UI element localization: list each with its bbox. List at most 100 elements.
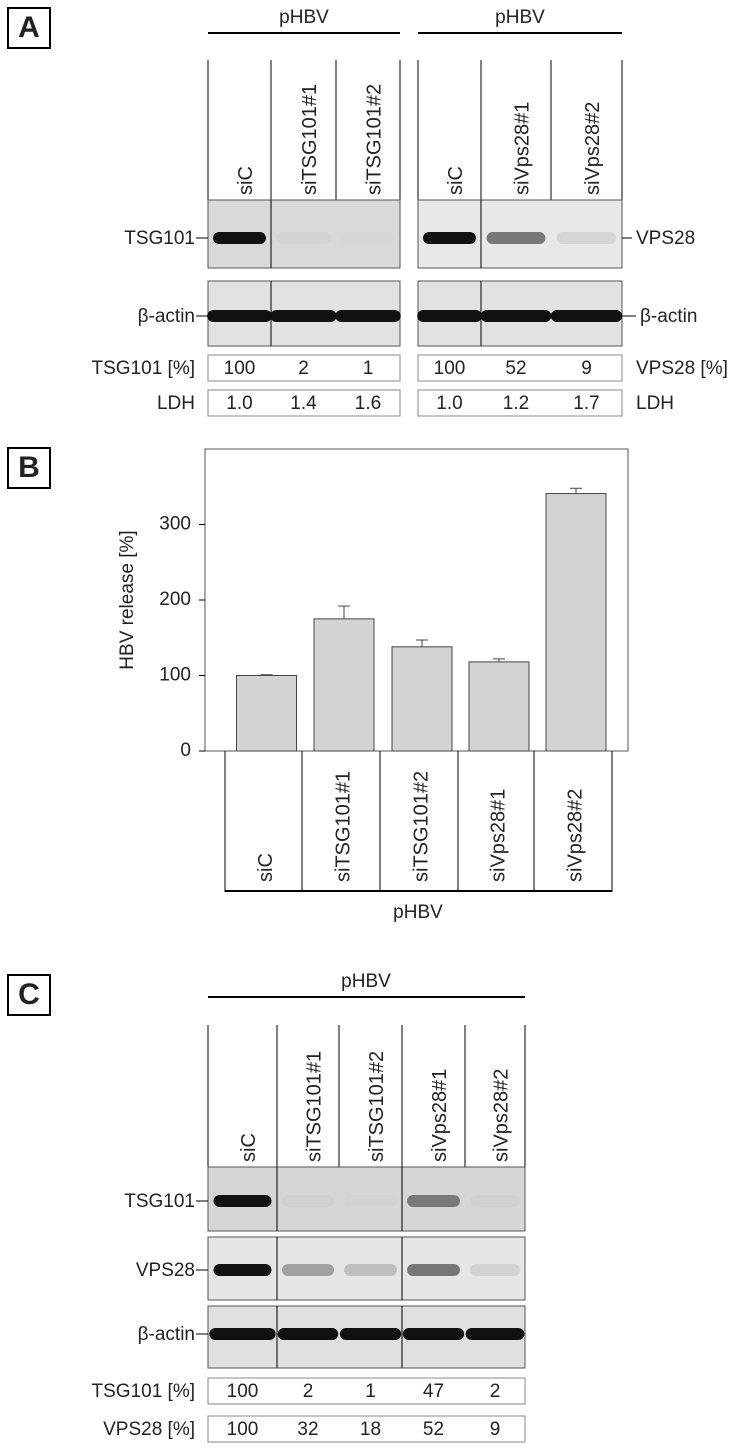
table-value: 1: [363, 358, 374, 379]
group-label: pHBV: [393, 902, 443, 923]
table-value: 32: [297, 1419, 318, 1440]
lane-label: siC: [445, 166, 467, 195]
band: [423, 232, 476, 244]
band: [282, 1195, 334, 1207]
lane-label: siTSG101#2: [366, 1051, 388, 1162]
band: [270, 310, 337, 322]
group-title: pHBV: [341, 971, 391, 992]
lane-label: siTSG101#2: [410, 771, 432, 882]
band: [344, 1264, 397, 1276]
band: [480, 310, 552, 322]
table-value: 2: [298, 358, 309, 379]
table-value: 2: [303, 1381, 314, 1402]
bar: [468, 661, 530, 752]
lane-label: siVps28#2: [564, 789, 586, 882]
band: [402, 1328, 465, 1340]
lane-label: siTSG101#2: [363, 84, 385, 195]
table-value: 1.4: [290, 393, 317, 414]
error-bar: [570, 487, 582, 494]
table-value: 1.0: [226, 393, 252, 414]
band: [339, 1328, 402, 1340]
lane-label: siC: [238, 1133, 260, 1162]
row-label: LDH: [636, 393, 674, 414]
table-value: 9: [581, 358, 592, 379]
y-axis-label: HBV release [%]: [117, 530, 138, 669]
table-row: [417, 354, 623, 382]
row-label: LDH: [157, 393, 195, 414]
blot-label: VPS28: [636, 228, 695, 249]
band: [417, 310, 482, 322]
row-label: TSG101 [%]: [92, 358, 196, 379]
error-bar: [338, 605, 350, 619]
lane-label: siTSG101#1: [303, 1051, 325, 1162]
table-value: 100: [227, 1381, 259, 1402]
row-label: VPS28 [%]: [103, 1419, 195, 1440]
panel-box: [7, 7, 51, 49]
table-row: [207, 1377, 526, 1405]
band: [335, 310, 401, 322]
band: [276, 232, 331, 244]
bar: [391, 646, 453, 752]
blot-label: β-actin: [138, 1324, 195, 1345]
table-value: 100: [224, 358, 256, 379]
band: [407, 1264, 460, 1276]
blot-label: VPS28: [136, 1260, 195, 1281]
table-value: 52: [423, 1419, 444, 1440]
panel-label: B: [18, 451, 40, 484]
blot-label: β-actin: [640, 306, 697, 327]
table-value: 100: [227, 1419, 259, 1440]
y-tick-label: 300: [159, 514, 191, 535]
table-value: 9: [490, 1419, 501, 1440]
band: [209, 1328, 276, 1340]
blot-label: TSG101: [124, 228, 195, 249]
lane-label: siVps28#2: [490, 1069, 512, 1162]
table-value: 47: [423, 1381, 444, 1402]
panel-label: A: [18, 11, 40, 44]
lane-label: siVps28#1: [487, 789, 509, 882]
panel-box: [7, 447, 51, 489]
band: [341, 232, 395, 244]
panel-label: C: [18, 978, 40, 1011]
band: [281, 1264, 335, 1276]
bar: [313, 618, 375, 752]
table-row: [207, 354, 401, 382]
error-bar: [260, 674, 273, 676]
band: [213, 232, 266, 244]
band: [486, 232, 546, 244]
table-value: 2: [490, 1381, 501, 1402]
lane-label: siVps28#1: [429, 1069, 451, 1162]
row-label: TSG101 [%]: [92, 1381, 196, 1402]
y-tick-label: 200: [159, 589, 191, 610]
error-bar: [416, 639, 428, 647]
lane-label: siTSG101#1: [332, 771, 354, 882]
y-tick-label: 100: [159, 665, 191, 686]
band: [469, 1264, 521, 1276]
table-value: 1: [365, 1381, 376, 1402]
table-row: [207, 389, 401, 417]
y-tick-label: 0: [180, 740, 191, 761]
band: [207, 310, 272, 322]
group-title: pHBV: [279, 7, 329, 28]
table-row: [417, 389, 623, 417]
group-title: pHBV: [495, 7, 545, 28]
bar: [545, 493, 607, 752]
band: [213, 1264, 272, 1276]
bar: [236, 675, 297, 752]
band: [470, 1195, 520, 1207]
table-value: 1.7: [573, 393, 599, 414]
table-value: 1.6: [355, 393, 381, 414]
band: [213, 1195, 272, 1207]
table-value: 1.0: [436, 393, 462, 414]
table-value: 52: [505, 358, 526, 379]
table-value: 100: [434, 358, 466, 379]
lane-label: siVps28#1: [511, 102, 533, 195]
lane-label: siC: [235, 166, 257, 195]
band: [277, 1328, 339, 1340]
blot-label: β-actin: [138, 306, 195, 327]
blot-label: TSG101: [124, 1191, 195, 1212]
row-label: VPS28 [%]: [636, 358, 728, 379]
lane-label: siC: [255, 853, 277, 882]
table-row: [207, 1415, 526, 1443]
band: [556, 232, 617, 244]
